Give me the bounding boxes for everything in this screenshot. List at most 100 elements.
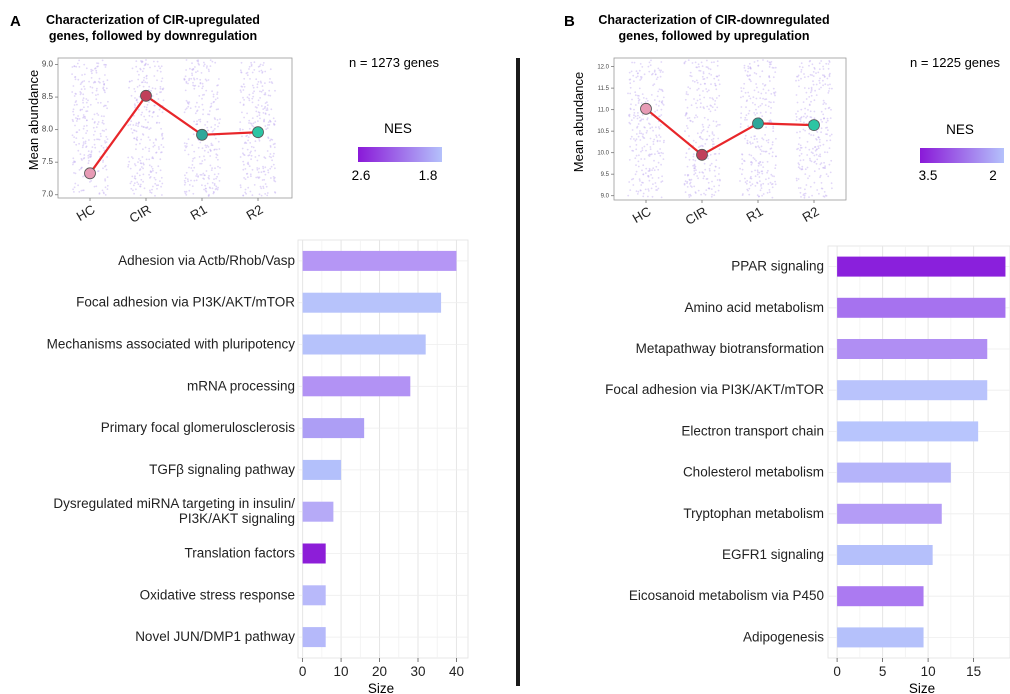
- panel-b-jitter-dot: [739, 123, 742, 125]
- panel-b-jitter-dot: [640, 77, 643, 80]
- panel-b-jitter-dot: [822, 74, 824, 76]
- panel-b-line-point: [696, 148, 708, 161]
- panel-a-jitter-dot: [157, 184, 160, 187]
- panel-a-jitter-dot: [268, 81, 271, 83]
- panel-b-jitter-dot: [658, 100, 661, 103]
- panel-a-bar-category-label: Translation factors: [184, 546, 295, 561]
- panel-b-jitter-dot: [688, 147, 691, 150]
- panel-b-jitter-dot: [740, 116, 742, 119]
- panel-b-jitter-dot: [659, 148, 661, 150]
- panel-b-jitter-dot: [689, 74, 692, 77]
- panel-a-jitter-dot: [260, 194, 263, 197]
- panel-a-jitter-dot: [131, 175, 134, 178]
- panel-b-jitter-dot: [657, 168, 660, 171]
- panel-a-jitter-dot: [77, 184, 79, 187]
- panel-a-bar: [302, 459, 342, 480]
- panel-a-bar: [302, 627, 326, 648]
- panel-b-jitter-dot: [653, 138, 656, 141]
- panel-a-jitter-dot: [247, 161, 250, 164]
- panel-b-line-ytick-label: 12.0: [597, 65, 609, 71]
- panel-b-jitter-dot: [702, 106, 705, 108]
- panel-a-jitter-dot: [206, 126, 209, 129]
- panel-b-legend-max-label: 2: [989, 168, 997, 183]
- panel-a-jitter-dot: [127, 124, 130, 127]
- panel-b-line-ytick-label: 11.0: [598, 108, 610, 114]
- panel-b-jitter-dot: [820, 162, 823, 165]
- panel-b-jitter-dot: [703, 192, 705, 195]
- panel-a-jitter-dot: [104, 186, 107, 189]
- panel-a-jitter-dot: [198, 119, 200, 121]
- panel-b-letter: B: [564, 13, 575, 30]
- panel-b-jitter-dot: [709, 164, 712, 167]
- panel-b-jitter-dot: [642, 181, 644, 184]
- panel-a-jitter-strips: [71, 59, 277, 197]
- panel-a-jitter-dot: [191, 74, 194, 77]
- panel-a-jitter-dot: [194, 105, 197, 108]
- panel-a-jitter-dot: [244, 168, 247, 170]
- panel-a-jitter-dot: [161, 77, 164, 80]
- panel-a-jitter-dot: [264, 105, 267, 108]
- panel-b-jitter-dot: [813, 66, 816, 69]
- panel-a-jitter-dot: [202, 108, 205, 111]
- panel-a-jitter-dot: [130, 127, 133, 130]
- panel-a-jitter-dot: [152, 169, 154, 172]
- panel-a-jitter-dot: [201, 147, 204, 150]
- panel-a-jitter-dot: [193, 77, 195, 80]
- panel-b-jitter-dot: [754, 135, 756, 138]
- panel-a-jitter-dot: [256, 83, 259, 86]
- panel-a-jitter-dot: [239, 69, 242, 72]
- panel-a-jitter-dot: [250, 61, 253, 64]
- panel-b-jitter-dot: [768, 191, 771, 194]
- panel-a-jitter-dot: [82, 141, 85, 144]
- panel-a-jitter-dot: [273, 152, 275, 155]
- panel-a-jitter-dot: [213, 127, 216, 130]
- panel-a-jitter-dot: [72, 113, 75, 116]
- panel-b-jitter-dot: [653, 70, 656, 73]
- panel-a-jitter-dot: [137, 125, 140, 127]
- panel-a-jitter-dot: [192, 192, 195, 195]
- panel-a-jitter-dot: [74, 92, 77, 95]
- panel-a-jitter-dot: [207, 195, 210, 197]
- panel-a-jitter-dot: [201, 103, 204, 106]
- panel-b-jitter-dot: [684, 174, 686, 176]
- panel-b-jitter-dot: [660, 88, 662, 91]
- panel-b-jitter-dot: [770, 147, 773, 150]
- panel-a-jitter-dot: [102, 191, 105, 194]
- panel-b-jitter-dot: [825, 62, 828, 65]
- panel-b-jitter-dot: [717, 137, 720, 140]
- panel-a-jitter-dot: [127, 156, 130, 159]
- panel-b-jitter-dot: [646, 130, 648, 132]
- panel-b-jitter-dot: [765, 139, 768, 142]
- panel-b-jitter-dot: [692, 155, 695, 158]
- panel-a-jitter-dot: [134, 177, 137, 180]
- panel-a-jitter-dot: [247, 176, 249, 179]
- panel-a-jitter-dot: [196, 101, 198, 104]
- panel-a-jitter-dot: [135, 124, 137, 127]
- panel-a-jitter-dot: [72, 108, 75, 111]
- panel-a-jitter-dot: [257, 171, 260, 174]
- panel-a-jitter-dot: [248, 127, 251, 130]
- panel-b-jitter-dot: [761, 103, 763, 105]
- panel-a-jitter-dot: [216, 84, 219, 87]
- panel-a-jitter-dot: [88, 80, 90, 83]
- panel-a-jitter-dot: [264, 82, 266, 84]
- panel-a-jitter-dot: [205, 190, 208, 193]
- panel-a-jitter-dot: [205, 89, 208, 92]
- panel-b-nes-legend: NES 3.5 2: [919, 122, 1004, 183]
- panel-a-jitter-dot: [153, 176, 156, 179]
- panel-a-jitter-dot: [185, 69, 188, 71]
- panel-a-jitter-dot: [96, 65, 99, 68]
- panel-a-jitter-dot: [77, 115, 79, 117]
- panel-a-jitter-dot: [251, 124, 254, 127]
- panel-a-jitter-dot: [270, 138, 272, 141]
- panel-a-jitter-dot: [88, 139, 90, 141]
- panel-b-jitter-dot: [809, 91, 812, 94]
- panel-a-jitter-dot: [217, 186, 220, 189]
- panel-a-jitter-dot: [247, 136, 250, 139]
- panel-b-bar-xlabel: Size: [909, 681, 935, 694]
- panel-b-jitter-dot: [707, 181, 710, 184]
- panel-a-jitter-dot: [155, 171, 158, 174]
- panel-b-jitter-dot: [767, 141, 770, 144]
- panel-a-jitter-dot: [256, 167, 259, 169]
- panel-b-jitter-dot: [685, 91, 688, 93]
